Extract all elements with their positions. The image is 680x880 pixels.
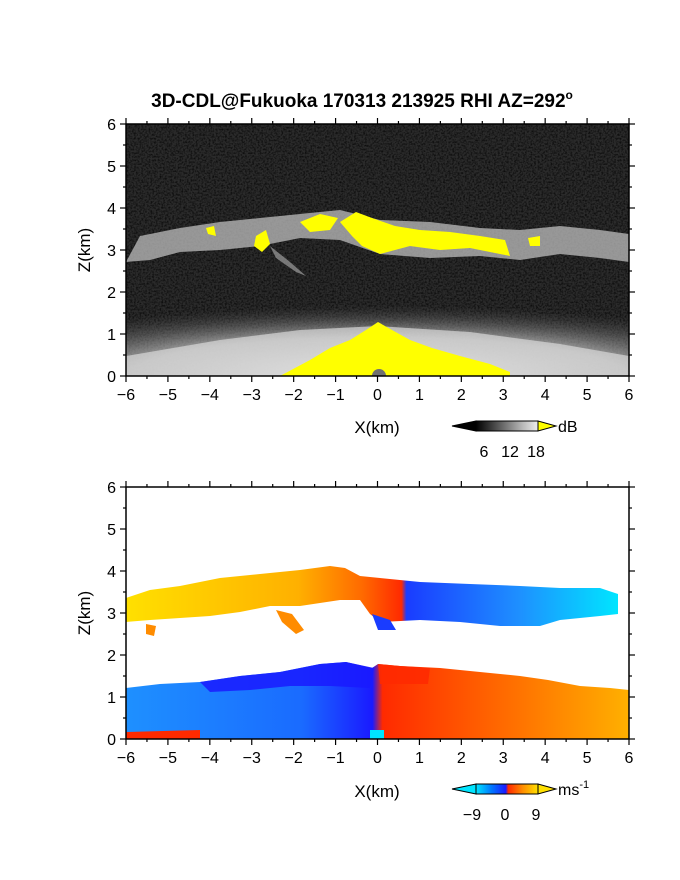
velocity-heatmap [126,487,629,739]
velocity-colorbar-tick-label: 0 [501,807,510,824]
reflectivity-y-tick-label: 2 [107,285,116,302]
reflectivity-y-tick-label: 5 [107,159,116,176]
reflectivity-x-tick-label: 0 [373,387,382,404]
reflectivity-x-tick-label: −5 [159,387,177,404]
reflectivity-x-tick-label: 3 [499,387,508,404]
velocity-x-tick-label: 1 [415,750,424,767]
reflectivity-y-tick-label: 3 [107,243,116,260]
reflectivity-y-tick-label: 1 [107,327,116,344]
velocity-y-tick-label: 5 [107,522,116,539]
velocity-y-tick-label: 2 [107,648,116,665]
reflectivity-colorbar-unit: dB [558,419,578,436]
velocity-panel: −6 −5 −4 −3 −2 −1 0 1 2 3 4 5 6 0 1 2 3 4 5 6 X(km) Z(km) m… [75,480,635,824]
velocity-colorbar-scale [475,783,539,795]
velocity-x-tick-label: 4 [541,750,550,767]
reflectivity-colorbar-scale [475,420,539,432]
reflectivity-y-axis-label: Z(km) [75,228,94,272]
reflectivity-colorbar-tick-label: 6 [480,444,489,461]
reflectivity-heatmap [126,124,629,376]
chart-title: 3D-CDL@Fukuoka 170313 213925 RHI AZ=292o [151,88,573,112]
reflectivity-x-tick-label: −4 [201,387,219,404]
velocity-x-tick-label: −4 [201,750,219,767]
velocity-x-tick-label: 5 [583,750,592,767]
velocity-colorbar-unit: ms-1 [558,779,589,799]
reflectivity-x-tick-label: 6 [625,387,634,404]
velocity-x-tick-label: −3 [243,750,261,767]
reflectivity-x-tick-label: 2 [457,387,466,404]
reflectivity-colorbar-tick-label: 12 [501,444,519,461]
reflectivity-x-tick-label: 4 [541,387,550,404]
velocity-colorbar-tick-label: 9 [532,807,541,824]
velocity-x-tick-label: 0 [373,750,382,767]
velocity-colorbar-tick-label: −9 [463,807,481,824]
reflectivity-y-tick-label: 6 [107,117,116,134]
reflectivity-x-tick-label: −1 [326,387,344,404]
reflectivity-y-tick-label: 0 [107,369,116,386]
velocity-colorbar-low-extend [451,783,477,795]
velocity-x-tick-label: −5 [159,750,177,767]
velocity-y-tick-label: 1 [107,690,116,707]
velocity-x-tick-label: −2 [285,750,303,767]
reflectivity-x-axis-label: X(km) [354,418,399,437]
reflectivity-x-tick-label: 1 [415,387,424,404]
reflectivity-colorbar-tick-label: 18 [527,444,545,461]
velocity-x-tick-label: 3 [499,750,508,767]
velocity-y-tick-label: 6 [107,480,116,497]
velocity-axes: −6 −5 −4 −3 −2 −1 0 1 2 3 4 5 6 0 1 2 3 4 5 6 [107,480,635,767]
velocity-x-tick-label: 6 [625,750,634,767]
reflectivity-axes: −6 −5 −4 −3 −2 −1 0 1 2 3 4 5 6 0 1 2 3 4 5 6 [107,117,635,404]
velocity-x-tick-label: 2 [457,750,466,767]
reflectivity-x-tick-label: −2 [285,387,303,404]
velocity-x-axis-label: X(km) [354,782,399,801]
velocity-x-tick-label: −6 [117,750,135,767]
reflectivity-x-tick-label: 5 [583,387,592,404]
reflectivity-y-tick-label: 4 [107,201,116,218]
reflectivity-colorbar-high-extend [537,420,558,432]
reflectivity-x-tick-label: −6 [117,387,135,404]
velocity-x-tick-label: −1 [326,750,344,767]
reflectivity-colorbar: dB 6 12 18 [451,419,578,461]
velocity-y-tick-label: 4 [107,564,116,581]
reflectivity-colorbar-low-extend [451,420,477,432]
velocity-y-axis-label: Z(km) [75,591,94,635]
velocity-colorbar-high-extend [537,783,558,795]
velocity-colorbar: ms-1 −9 0 9 [451,779,589,824]
velocity-y-tick-label: 3 [107,606,116,623]
velocity-y-tick-label: 0 [107,732,116,749]
reflectivity-x-tick-label: −3 [243,387,261,404]
